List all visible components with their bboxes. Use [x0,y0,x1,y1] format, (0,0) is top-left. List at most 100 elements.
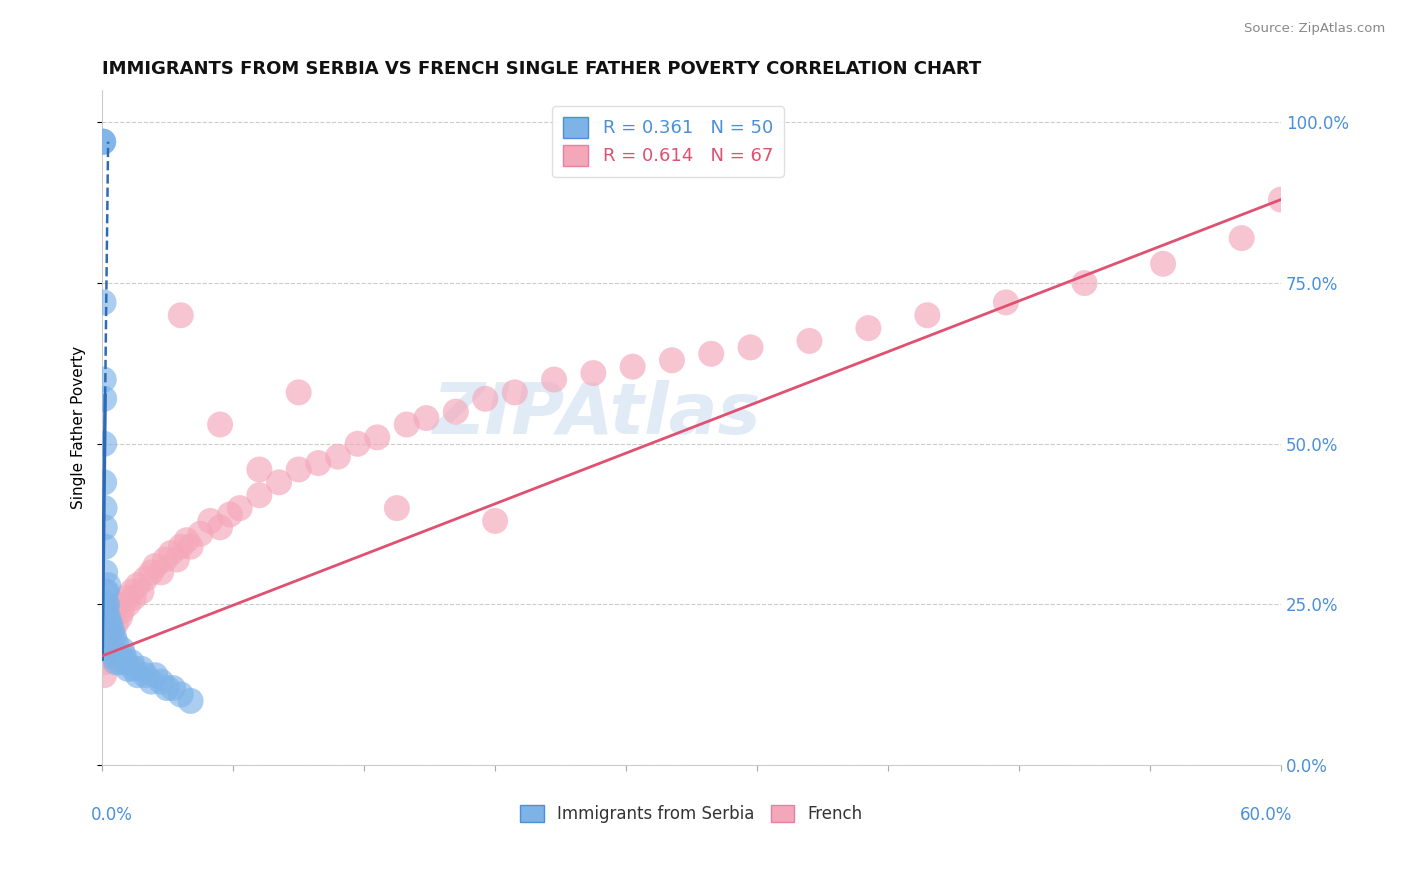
French [219,508,242,522]
French [121,584,143,599]
Immigrants from Serbia [93,392,115,406]
Text: 0.0%: 0.0% [90,805,132,823]
Immigrants from Serbia [131,662,153,676]
French [799,334,821,348]
French [111,604,134,618]
Immigrants from Serbia [100,636,122,650]
French [108,610,131,624]
Immigrants from Serbia [143,668,166,682]
Immigrants from Serbia [134,668,156,682]
French [104,616,127,631]
Immigrants from Serbia [98,616,121,631]
French [98,624,121,638]
French [700,347,723,361]
Immigrants from Serbia [112,648,135,663]
French [93,668,115,682]
French [153,552,176,566]
French [287,462,309,476]
French [385,501,408,516]
French [97,616,120,631]
French [127,578,149,592]
Legend: Immigrants from Serbia, French: Immigrants from Serbia, French [512,797,872,831]
French [170,540,193,554]
Immigrants from Serbia [91,135,114,149]
French [103,604,125,618]
French [1270,193,1292,207]
Immigrants from Serbia [94,520,117,534]
Immigrants from Serbia [108,656,131,670]
French [1230,231,1253,245]
French [287,385,309,400]
Immigrants from Serbia [180,694,202,708]
French [740,340,762,354]
French [200,514,222,528]
Immigrants from Serbia [94,604,117,618]
French [229,501,252,516]
Immigrants from Serbia [101,624,124,638]
Immigrants from Serbia [93,372,115,386]
Immigrants from Serbia [97,578,120,592]
Immigrants from Serbia [93,501,115,516]
Immigrants from Serbia [97,610,120,624]
Immigrants from Serbia [93,475,115,490]
French [543,372,565,386]
French [621,359,644,374]
Immigrants from Serbia [156,681,179,695]
Immigrants from Serbia [94,566,117,580]
Immigrants from Serbia [98,630,121,644]
French [160,546,183,560]
French [247,462,270,476]
French [395,417,418,432]
Immigrants from Serbia [98,630,121,644]
French [209,417,232,432]
Immigrants from Serbia [93,295,115,310]
French [582,366,605,380]
French [122,591,145,605]
Immigrants from Serbia [103,630,125,644]
French [150,566,173,580]
Text: Source: ZipAtlas.com: Source: ZipAtlas.com [1244,22,1385,36]
French [366,430,388,444]
French [143,558,166,573]
Immigrants from Serbia [97,624,120,638]
Text: IMMIGRANTS FROM SERBIA VS FRENCH SINGLE FATHER POVERTY CORRELATION CHART: IMMIGRANTS FROM SERBIA VS FRENCH SINGLE … [103,60,981,78]
Immigrants from Serbia [97,616,120,631]
Immigrants from Serbia [91,135,114,149]
Immigrants from Serbia [104,636,127,650]
Immigrants from Serbia [127,668,149,682]
French [247,488,270,502]
Immigrants from Serbia [93,437,115,451]
French [326,450,349,464]
Y-axis label: Single Father Poverty: Single Father Poverty [72,346,86,509]
Immigrants from Serbia [96,598,118,612]
Immigrants from Serbia [121,656,143,670]
French [94,630,117,644]
French [444,404,467,418]
French [134,572,156,586]
French [101,610,124,624]
French [94,648,117,663]
Immigrants from Serbia [114,656,136,670]
French [176,533,198,548]
French [1152,257,1174,271]
Text: ZIPAtlas: ZIPAtlas [433,380,762,449]
French [180,540,202,554]
Immigrants from Serbia [103,648,125,663]
French [209,520,232,534]
French [1073,276,1095,290]
Immigrants from Serbia [104,656,127,670]
Immigrants from Serbia [94,610,117,624]
French [858,321,880,335]
Immigrants from Serbia [107,648,129,663]
French [117,598,139,612]
French [93,656,115,670]
Immigrants from Serbia [150,674,173,689]
French [141,566,163,580]
French [131,584,153,599]
French [267,475,290,490]
Immigrants from Serbia [170,688,193,702]
Immigrants from Serbia [96,584,118,599]
French [166,552,188,566]
French [114,591,136,605]
Immigrants from Serbia [117,662,139,676]
